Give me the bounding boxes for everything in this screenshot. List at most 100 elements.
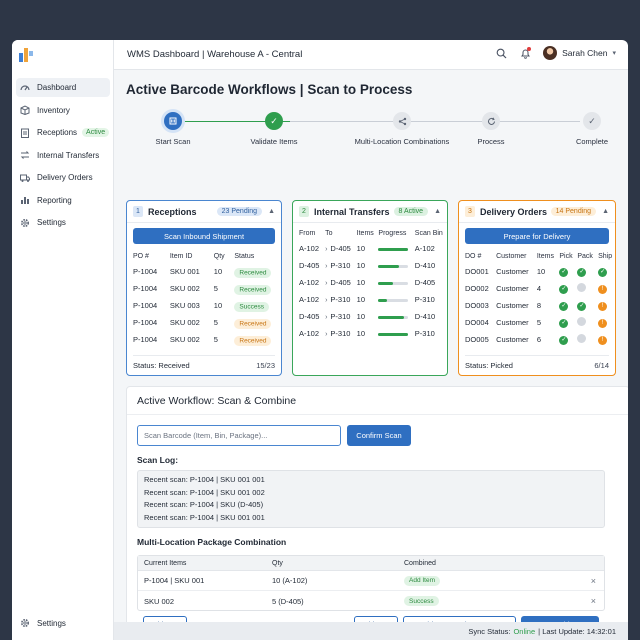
table-cell: 8 [536, 301, 541, 310]
scan-barcode-input[interactable] [137, 425, 341, 446]
add-item-pill[interactable]: Add Item [404, 575, 441, 586]
table-row[interactable]: DO004 Customer 5 ✓! [459, 314, 615, 331]
user-menu[interactable]: Sarah Chen ▾ [543, 46, 616, 60]
table-row[interactable]: DO003 Customer 8 ✓ ✓! [459, 297, 615, 314]
table-cell [376, 308, 412, 325]
receptions-card: 1 Receptions 23 Pending ▲ Scan Inbound S… [126, 200, 282, 376]
combo-item: P-1004 | SKU 001 [144, 576, 205, 585]
active-workflow-panel: Active Workflow: Scan & Combine Confirm … [126, 386, 628, 640]
table-row[interactable]: A-102 › P-310 10 P-310 [293, 291, 447, 308]
card-footer: Status: Received 15/23 [133, 355, 275, 370]
main-content: Active Barcode Workflows | Scan to Proce… [114, 70, 628, 640]
table-row[interactable]: P-1004 SKU 002 5 Received [127, 314, 281, 331]
table-row[interactable]: A-102 › D-405 10 D-405 [293, 274, 447, 291]
close-icon[interactable]: × [590, 575, 596, 586]
check-circle-icon: ✓ [559, 268, 569, 277]
scan-log-label: Scan Log: [137, 455, 179, 465]
sidebar-item-label: Internal Transfers [37, 150, 100, 160]
table-cell: P-310 [414, 295, 435, 304]
table-cell: 5 [536, 318, 541, 327]
table-row[interactable]: P-1004 SKU 002 5 Received [127, 331, 281, 348]
sidebar-item-label: Reporting [37, 195, 72, 205]
check-icon: ✓ [583, 112, 601, 130]
sidebar-item-delivery-orders[interactable]: Delivery Orders [16, 168, 110, 187]
refresh-icon [482, 112, 500, 130]
card-title: Internal Transfers [314, 206, 390, 217]
step-complete[interactable]: ✓ Complete [542, 110, 628, 146]
notification-dot [527, 47, 532, 51]
internal-transfers-card: 2 Internal Transfers 8 Active ▲ From To … [292, 200, 448, 376]
table-row[interactable]: D-405 › P-310 10 D-410 [293, 257, 447, 274]
step-multi-location[interactable]: Multi-Location Combinations [332, 110, 472, 146]
table-row[interactable]: A-102 › P-310 10 P-310 [293, 325, 447, 342]
confirm-scan-button[interactable]: Confirm Scan [347, 425, 411, 446]
combination-label: Multi-Location Package Combination [137, 537, 287, 547]
table-row[interactable]: DO005 Customer 6 ✓! [459, 331, 615, 348]
footer-count: 15/23 [256, 361, 275, 370]
sidebar-item-reporting[interactable]: Reporting [16, 191, 110, 210]
progress-bar [378, 264, 409, 268]
table-row[interactable]: DO001 Customer 10 ✓ ✓ ✓ [459, 263, 615, 280]
card-header[interactable]: 1 Receptions 23 Pending ▲ [127, 201, 281, 223]
table-cell: 4 [536, 284, 541, 293]
chevron-up-icon[interactable]: ▲ [268, 208, 275, 215]
table-cell: ✓ [596, 263, 615, 280]
workflow-title: Active Workflow: Scan & Combine [137, 395, 297, 407]
check-circle-icon: ✓ [577, 302, 587, 311]
close-icon[interactable]: × [590, 596, 596, 606]
page-title: Active Barcode Workflows | Scan to Proce… [126, 82, 413, 97]
table-row[interactable]: P-1004 SKU 003 10 Success [127, 297, 281, 314]
table-row[interactable]: D-405 › P-310 10 D-410 [293, 308, 447, 325]
sidebar-item-receptions[interactable]: Receptions Active [16, 123, 110, 142]
table-cell [376, 325, 412, 342]
table-row[interactable]: P-1004 SKU 001 10 Received [127, 263, 281, 280]
sidebar-bottom-settings[interactable]: Settings [20, 618, 66, 628]
table-row: P-1004 | SKU 001 10 (A-102) Add Item × [138, 571, 604, 591]
table-cell [376, 240, 412, 257]
bell-icon[interactable] [519, 47, 532, 59]
sidebar-item-inventory[interactable]: Inventory [16, 101, 110, 120]
pending-badge: 23 Pending [216, 207, 263, 216]
table-cell: ✓ [557, 331, 575, 348]
table-cell: SKU 001 [169, 267, 200, 276]
scan-inbound-button[interactable]: Scan Inbound Shipment [133, 228, 275, 244]
card-title: Receptions [148, 206, 197, 217]
combo-qty: 10 (A-102) [272, 576, 308, 585]
chevron-down-icon: ▾ [612, 50, 616, 57]
gear-icon [20, 218, 30, 228]
sidebar-item-dashboard[interactable]: Dashboard [16, 78, 110, 97]
search-icon[interactable] [495, 47, 507, 59]
table-cell [575, 280, 596, 297]
log-entry: Recent scan: P-1004 | SKU 001 002 [144, 487, 265, 497]
table-cell: SKU 002 [169, 284, 200, 293]
prepare-delivery-button[interactable]: Prepare for Delivery [465, 228, 609, 244]
table-row[interactable]: A-102 › D-405 10 A-102 [293, 240, 447, 257]
step-start-scan[interactable]: Start Scan [123, 110, 223, 146]
progress-fill [378, 332, 409, 336]
transfers-table: From To Items Progress Scan Bin A-102 › D-… [293, 227, 447, 342]
card-header[interactable]: 3 Delivery Orders 14 Pending ▲ [459, 201, 615, 223]
table-cell: 10 [213, 301, 223, 310]
chevron-up-icon[interactable]: ▲ [434, 208, 441, 215]
table-cell: P-1004 [133, 335, 158, 344]
step-process[interactable]: Process [441, 110, 541, 146]
table-cell: DO003 [465, 301, 489, 310]
progress-fill [378, 298, 388, 302]
top-bar: WMS Dashboard | Warehouse A - Central Sa… [114, 40, 628, 70]
card-header[interactable]: 2 Internal Transfers 8 Active ▲ [293, 201, 447, 223]
sidebar-item-settings[interactable]: Settings [16, 213, 110, 232]
table-cell: SKU 003 [169, 301, 200, 310]
column-header: Qty [213, 253, 225, 260]
step-validate-items[interactable]: ✓ Validate Items [224, 110, 324, 146]
chevron-up-icon[interactable]: ▲ [602, 208, 609, 215]
step-label: Process [477, 137, 505, 146]
table-cell: P-1004 [133, 301, 158, 310]
table-cell: › D-405 [323, 274, 355, 291]
sidebar-item-internal-transfers[interactable]: Internal Transfers [16, 146, 110, 165]
table-row[interactable]: P-1004 SKU 002 5 Received [127, 280, 281, 297]
table-row[interactable]: DO002 Customer 4 ✓! [459, 280, 615, 297]
sidebar-item-label: Dashboard [37, 83, 77, 92]
card-number: 2 [299, 206, 309, 217]
status-badge: Received [234, 267, 272, 278]
table-cell [376, 257, 412, 274]
